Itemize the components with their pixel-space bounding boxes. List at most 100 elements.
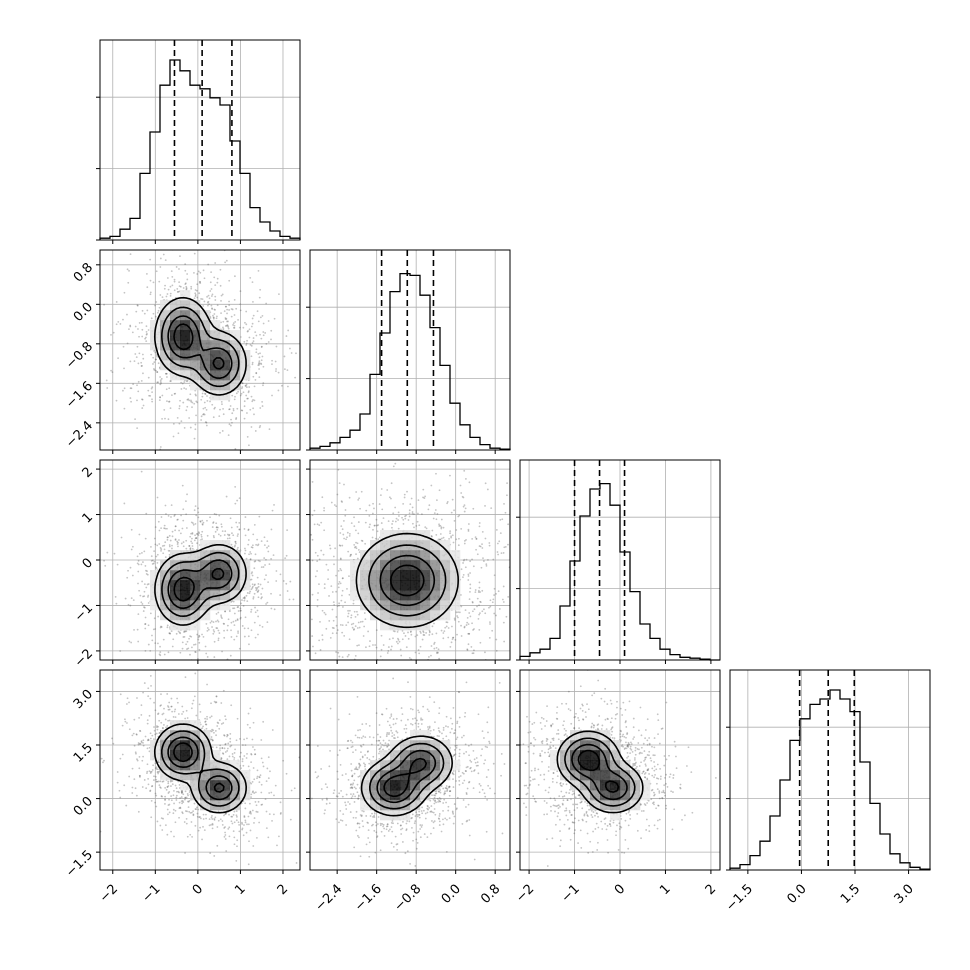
sample-point [211,308,214,310]
sample-point [235,307,238,310]
sample-point [285,335,288,337]
sample-point [106,551,109,554]
sample-point [422,633,425,636]
sample-point [512,564,514,566]
sample-point [397,511,400,514]
sample-point [146,332,148,335]
sample-point [147,777,150,780]
sample-point [156,820,159,823]
sample-point [265,780,268,783]
sample-point [406,665,408,667]
sample-point [212,629,215,631]
density-cell [170,350,181,361]
sample-point [154,543,157,546]
sample-point [138,717,140,719]
sample-point [165,388,168,391]
sample-point [230,820,233,823]
sample-point [169,539,172,542]
density-cell [400,530,411,541]
sample-point [237,630,239,633]
density-cell [190,360,201,371]
sample-point [156,780,158,783]
sample-point [138,322,141,324]
sample-point [157,772,160,775]
sample-point [253,817,256,819]
sample-point [397,679,399,681]
sample-point [212,416,215,419]
sample-point [242,834,245,837]
sample-point [374,644,377,646]
sample-point [251,281,254,284]
sample-point [166,724,169,727]
sample-point [151,400,154,403]
sample-point [100,757,103,760]
sample-point [364,521,367,524]
sample-point [256,544,259,547]
sample-point [207,628,210,631]
sample-point [230,744,233,747]
sample-point [131,331,134,334]
sample-point [144,735,147,738]
sample-point [224,751,227,753]
sample-point [251,583,254,586]
sample-point [221,430,224,432]
sample-point [252,533,255,536]
sample-point [196,815,199,818]
sample-point [238,521,241,524]
sample-point [154,642,157,645]
sample-point [457,616,459,619]
sample-point [225,237,227,239]
sample-point [255,351,258,354]
sample-point [233,624,236,627]
density-cell [170,360,181,371]
sample-point [144,337,146,340]
sample-point [294,376,297,379]
sample-point [259,352,261,355]
sample-point [229,745,232,748]
sample-point [206,683,208,686]
sample-point [220,299,222,302]
sample-point [167,813,169,816]
sample-point [393,630,396,633]
sample-point [356,687,358,689]
sample-point [300,597,302,599]
density-cell [230,550,241,561]
sample-point [178,791,180,794]
sample-point [152,312,155,315]
sample-point [162,552,165,555]
sample-point [215,526,218,529]
sample-point [251,342,254,344]
sample-point [214,406,216,409]
sample-point [135,356,138,359]
sample-point [111,371,114,374]
sample-point [112,331,115,334]
sample-point [191,401,194,404]
sample-point [206,301,209,304]
sample-point [247,529,250,531]
sample-point [301,539,303,541]
sample-point [172,423,175,425]
sample-point [267,581,270,584]
sample-point [183,381,186,383]
sample-point [270,557,273,560]
sample-point [162,638,165,641]
sample-point [460,635,463,637]
sample-point [376,530,379,533]
sample-point [165,726,167,729]
sample-point [226,533,229,536]
density-cell [420,590,431,601]
sample-point [507,523,510,526]
sample-point [241,827,244,830]
sample-point [262,384,264,387]
sample-point [368,526,371,529]
density-cell [180,370,191,381]
sample-point [473,667,475,669]
sample-point [462,505,465,508]
sample-point [323,587,326,589]
sample-point [146,570,148,573]
sample-point [151,559,154,562]
sample-point [178,405,181,407]
sample-point [190,521,193,524]
sample-point [345,538,347,541]
sample-point [72,249,74,251]
